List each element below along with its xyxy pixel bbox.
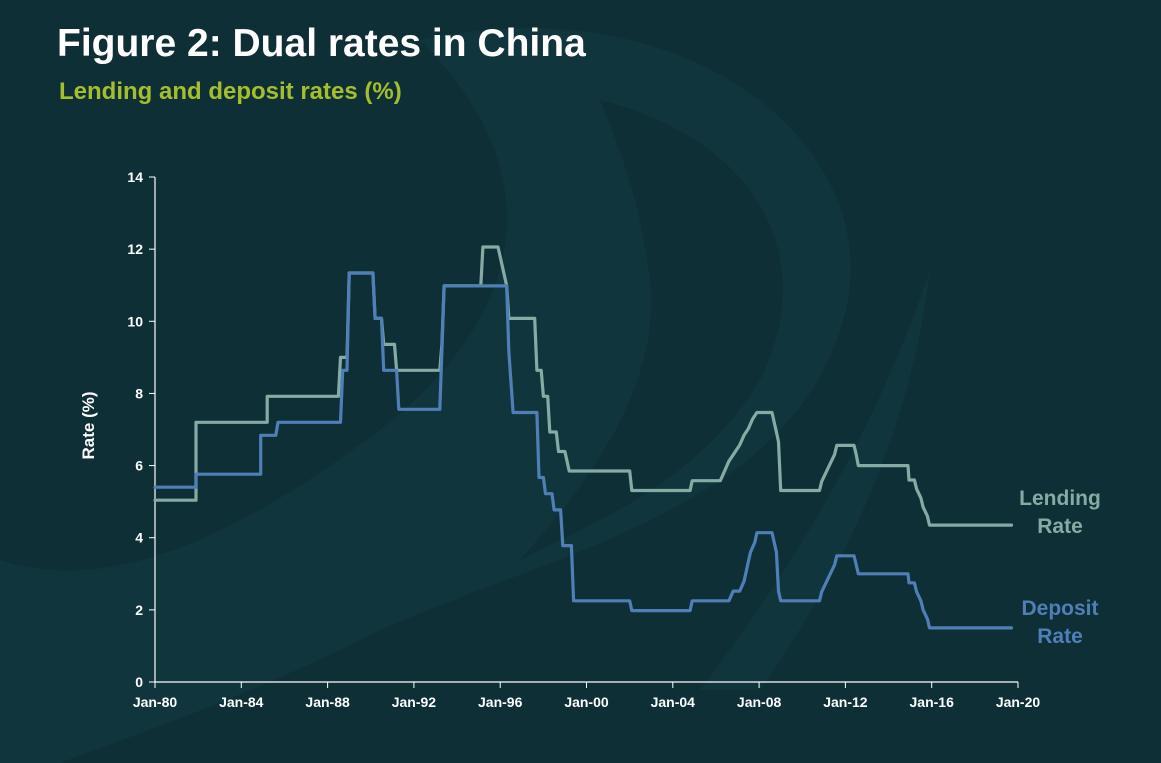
x-tick-label: Jan-96 bbox=[478, 694, 523, 710]
y-tick-label: 12 bbox=[127, 241, 143, 257]
y-tick-label: 2 bbox=[135, 602, 143, 618]
x-tick-label: Jan-00 bbox=[564, 694, 609, 710]
y-tick-label: 8 bbox=[135, 385, 143, 401]
x-tick-label: Jan-80 bbox=[133, 694, 178, 710]
x-tick-label: Jan-84 bbox=[219, 694, 264, 710]
x-tick-label: Jan-92 bbox=[392, 694, 437, 710]
x-tick-label: Jan-12 bbox=[823, 694, 868, 710]
series-label-line: Rate bbox=[1037, 515, 1083, 538]
chart-subtitle: Lending and deposit rates (%) bbox=[59, 78, 402, 105]
lending-rate-label: Lending Rate bbox=[1019, 487, 1101, 538]
x-tick-label: Jan-08 bbox=[737, 694, 782, 710]
deposit-rate-line bbox=[153, 271, 1014, 630]
x-tick-label: Jan-88 bbox=[305, 694, 350, 710]
lending-rate-line bbox=[153, 245, 1014, 527]
series-label-line: Rate bbox=[1037, 625, 1083, 648]
series-label-line: Lending bbox=[1019, 487, 1101, 510]
y-tick-label: 10 bbox=[127, 313, 143, 329]
y-tick-label: 14 bbox=[127, 169, 143, 185]
y-tick-label: 6 bbox=[135, 458, 143, 474]
chart-title: Figure 2: Dual rates in China bbox=[57, 22, 586, 65]
y-tick-label: 0 bbox=[135, 674, 143, 690]
series-label-line: Deposit bbox=[1021, 597, 1098, 620]
x-tick-label: Jan-20 bbox=[996, 694, 1041, 710]
y-tick-label: 4 bbox=[135, 530, 143, 546]
deposit-rate-label: Deposit Rate bbox=[1021, 597, 1098, 648]
x-tick-label: Jan-16 bbox=[910, 694, 955, 710]
x-tick-label: Jan-04 bbox=[651, 694, 696, 710]
y-axis-label: Rate (%) bbox=[79, 391, 98, 459]
